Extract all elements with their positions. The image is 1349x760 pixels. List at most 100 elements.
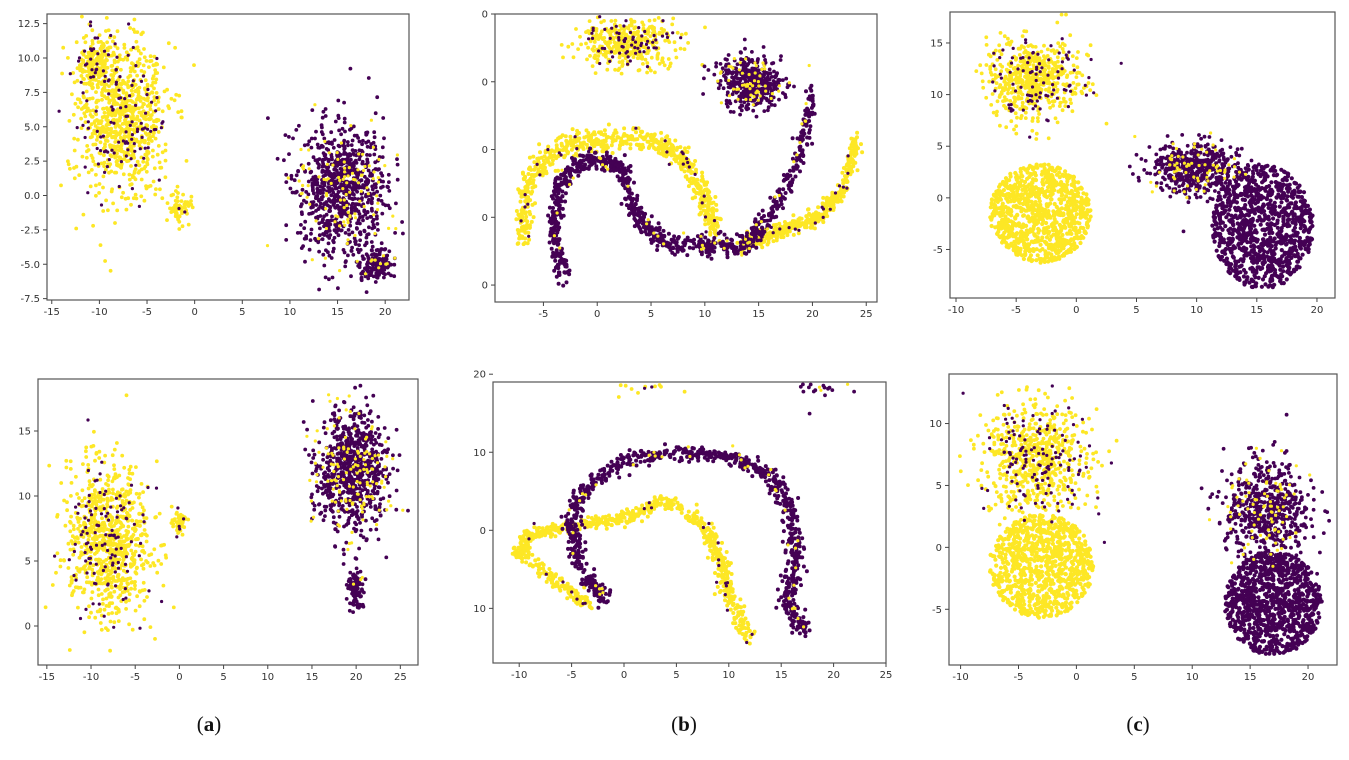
scatter-point [754,114,759,119]
scatter-point [781,235,786,240]
scatter-point [149,59,154,63]
scatter-point [297,123,301,128]
scatter-point [669,153,674,158]
scatter-point [350,148,355,153]
scatter-point [718,62,723,66]
scatter-point [357,152,361,156]
scatter-point [338,178,342,182]
scatter-point [762,229,767,234]
scatter-point [346,143,350,148]
scatter-point [341,187,345,191]
scatter-point [370,208,374,213]
scatter-point [336,190,341,194]
scatter-point [749,226,754,231]
scatter-point [341,248,346,252]
scatter-point [342,160,346,164]
scatter-point [361,138,365,143]
scatter-point [126,196,131,201]
scatter-point [594,28,599,33]
scatter-point [372,267,377,272]
scatter-point [113,155,118,160]
scatter-point [380,145,385,150]
scatter-point [649,214,654,219]
scatter-point [102,110,107,115]
scatter-point [375,275,380,280]
scatter-point [149,83,154,88]
scatter-point [712,236,717,240]
scatter-point [834,199,839,204]
scatter-point [95,138,99,142]
scatter-point [336,98,341,103]
scatter-point [556,176,561,181]
scatter-point [381,254,386,258]
scatter-point [804,123,809,128]
scatter-point [160,196,165,201]
scatter-point [684,31,688,36]
scatter-point [804,89,808,94]
scatter-point [161,65,166,70]
scatter-point [66,56,70,60]
x-tick-label: -15 [44,307,60,318]
scatter-point [378,193,383,198]
scatter-point [92,47,96,51]
scatter-point [678,46,683,51]
scatter-point [118,75,122,79]
scatter-point [81,123,85,127]
scatter-point [115,123,120,127]
scatter-point [709,256,714,261]
scatter-point [690,239,695,244]
scatter-point [519,194,524,199]
scatter-point [84,89,89,94]
scatter-point [131,117,136,121]
scatter-point [327,236,332,240]
scatter-point [101,185,105,190]
scatter-point [143,78,148,83]
scatter-point [106,208,110,213]
scatter-point [173,214,178,219]
scatter-point [110,76,115,81]
scatter-point [175,195,180,200]
scatter-point [94,78,98,82]
scatter-point [746,62,750,66]
scatter-point [139,124,143,129]
scatter-point [349,203,354,208]
scatter-point [393,231,397,235]
scatter-point [557,135,562,140]
scatter-point [708,243,712,247]
scatter-point [107,170,111,175]
scatter-point [652,234,656,239]
scatter-point [130,120,134,124]
scatter-point [655,243,660,248]
scatter-point [367,225,371,230]
scatter-point [86,120,90,124]
scatter-point [320,237,325,242]
scatter-point [125,122,129,127]
scatter-point [391,214,395,218]
scatter-point [589,134,593,139]
scatter-point [79,107,84,111]
scatter-point [113,94,118,98]
y-tick-label: -2.5 [20,225,40,236]
scatter-point [152,166,157,171]
scatter-point [549,246,554,251]
scatter-point [81,36,86,40]
scatter-point [365,186,369,190]
scatter-point [177,219,182,224]
scatter-point [113,112,118,116]
scatter-point [353,178,357,182]
scatter-point [61,45,66,50]
scatter-point [122,46,127,50]
scatter-point [371,217,376,222]
scatter-point [536,159,541,164]
scatter-point [693,181,698,186]
scatter-point [83,114,88,119]
scatter-point [346,174,350,178]
scatter-point [642,137,646,142]
scatter-point [364,290,369,294]
scatter-point [726,68,731,73]
scatter-point [686,41,690,45]
scatter-point [728,85,733,90]
scatter-point [301,244,305,249]
scatter-point [109,189,114,194]
scatter-point [330,275,335,280]
